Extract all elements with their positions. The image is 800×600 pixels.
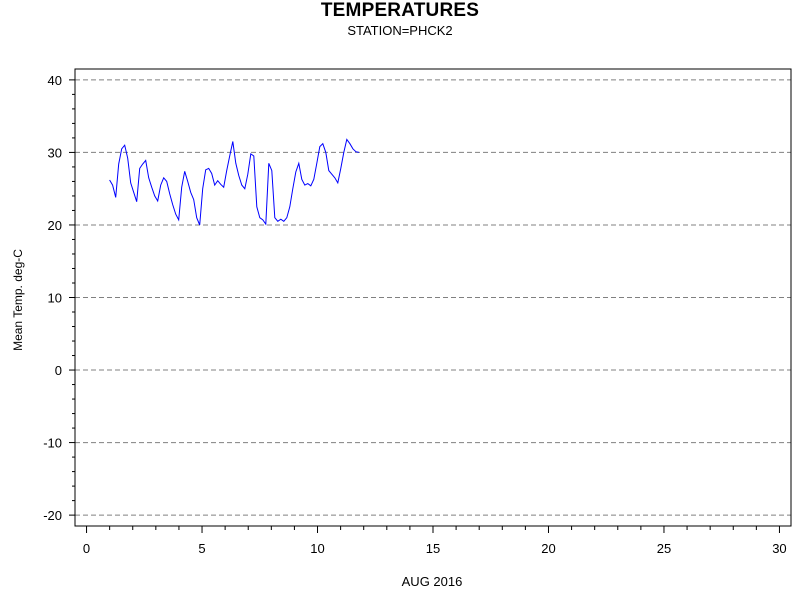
x-tick-label: 20 xyxy=(541,541,555,556)
y-tick-label: 40 xyxy=(48,73,62,88)
x-tick-label: 0 xyxy=(83,541,90,556)
chart-title: TEMPERATURES xyxy=(320,0,480,21)
axis-ticks xyxy=(69,79,780,533)
y-tick-label: -20 xyxy=(43,508,62,523)
x-axis-label: AUG 2016 xyxy=(401,574,463,589)
y-tick-label: 0 xyxy=(55,363,62,378)
y-tick-label: 10 xyxy=(48,291,62,306)
y-tick-label: 30 xyxy=(48,145,62,160)
tick-labels: -20 -10 0 10 20 30 40 0 5 10 15 20 25 30 xyxy=(43,73,786,556)
series-line-0 xyxy=(109,138,360,226)
x-tick-label: 5 xyxy=(198,541,205,556)
grid-lines xyxy=(75,79,791,516)
x-tick-label: 25 xyxy=(657,541,671,556)
chart-subtitle: STATION=PHCK2 xyxy=(347,23,453,38)
y-tick-label: 20 xyxy=(48,218,62,233)
series-layer xyxy=(109,138,360,226)
x-tick-label: 30 xyxy=(772,541,786,556)
y-tick-label: -10 xyxy=(43,436,62,451)
x-tick-label: 10 xyxy=(310,541,324,556)
y-axis-label: Mean Temp. deg-C xyxy=(11,249,25,351)
x-tick-label: 15 xyxy=(426,541,440,556)
